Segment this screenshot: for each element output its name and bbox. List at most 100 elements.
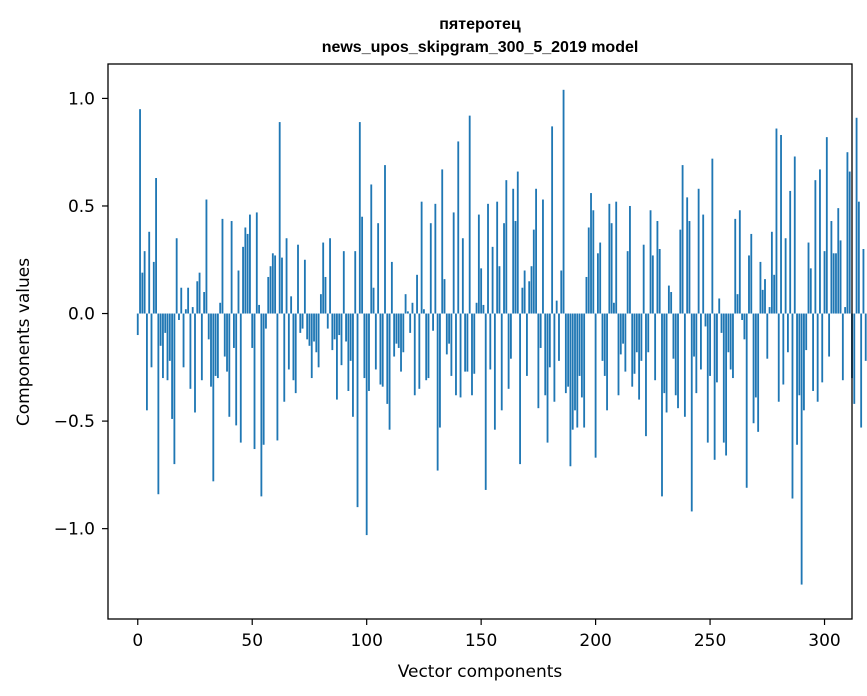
bar-180	[548, 313, 551, 368]
bar-282	[782, 313, 785, 385]
bar-54	[260, 313, 263, 497]
bar-201	[596, 253, 599, 314]
bar-69	[294, 313, 297, 394]
bar-131	[436, 313, 439, 471]
bar-211	[619, 313, 622, 355]
bar-35	[216, 313, 219, 379]
bar-220	[640, 313, 643, 361]
bar-238	[681, 165, 684, 314]
bar-245	[697, 188, 700, 314]
bar-72	[301, 313, 304, 329]
y-axis-label: Components values	[14, 258, 34, 426]
bar-298	[819, 169, 821, 314]
bar-223	[647, 313, 650, 353]
bar-26	[196, 281, 199, 314]
bar-250	[709, 313, 711, 376]
bar-146	[471, 313, 473, 396]
bar-183	[555, 300, 558, 314]
bar-260	[732, 313, 734, 379]
bar-96	[356, 313, 359, 508]
bar-130	[434, 203, 437, 314]
bar-202	[599, 242, 602, 314]
bar-297	[816, 313, 819, 402]
bar-267	[748, 255, 750, 314]
bar-248	[704, 313, 707, 327]
bar-148	[475, 302, 478, 314]
bar-79	[317, 313, 320, 368]
bar-307	[839, 240, 842, 314]
bar-137	[450, 313, 453, 376]
bar-229	[661, 313, 663, 497]
bar-36	[219, 302, 222, 314]
y-tick-label: 1.0	[68, 89, 95, 109]
bar-41	[230, 221, 233, 314]
bar-289	[798, 313, 801, 396]
bar-177	[542, 199, 544, 314]
bar-272	[759, 261, 762, 314]
bar-127	[427, 313, 430, 379]
bar-233	[670, 292, 673, 314]
bar-56	[265, 313, 267, 329]
bar-296	[814, 180, 817, 314]
bar-222	[645, 313, 647, 437]
bar-227	[656, 221, 659, 314]
bar-115	[400, 313, 402, 372]
bar-121	[413, 313, 416, 396]
bar-221	[642, 244, 645, 314]
bar-230	[663, 313, 666, 394]
x-tick-label: 100	[350, 631, 382, 651]
bar-68	[292, 313, 295, 381]
bar-274	[764, 279, 766, 314]
bar-71	[299, 313, 302, 333]
bar-100	[365, 313, 368, 536]
bar-280	[777, 313, 780, 402]
bar-185	[560, 270, 563, 314]
bar-253	[716, 313, 718, 383]
bar-271	[757, 313, 760, 432]
bar-33	[212, 313, 215, 482]
bar-275	[766, 313, 769, 359]
bar-188	[567, 313, 570, 387]
bar-34	[214, 313, 217, 376]
bar-12	[164, 313, 167, 333]
bar-42	[232, 313, 235, 348]
bar-179	[546, 313, 549, 443]
bar-182	[553, 313, 556, 402]
bar-91	[345, 313, 347, 342]
bar-299	[821, 313, 824, 383]
bar-205	[606, 313, 608, 411]
bar-10	[159, 313, 162, 346]
bar-143	[464, 313, 467, 372]
bar-39	[226, 313, 228, 372]
bar-242	[690, 313, 693, 512]
bar-311	[848, 171, 851, 314]
x-tick-label: 200	[579, 631, 611, 651]
bar-264	[741, 313, 744, 320]
bar-138	[452, 212, 455, 314]
bar-63	[281, 257, 283, 314]
bar-305	[835, 253, 837, 314]
plot-frame	[107, 63, 853, 620]
bar-309	[844, 307, 847, 314]
bar-28	[200, 313, 203, 381]
bar-210	[617, 313, 620, 396]
bar-291	[803, 313, 805, 411]
bar-256	[722, 313, 725, 443]
bar-157	[496, 201, 499, 314]
bar-120	[411, 302, 414, 314]
bar-83	[326, 313, 329, 329]
bar-124	[420, 201, 423, 314]
bar-207	[610, 223, 613, 314]
x-tick-label: 300	[808, 631, 840, 651]
bar-98	[361, 216, 364, 314]
bar-216	[631, 313, 634, 387]
bar-287	[793, 156, 796, 314]
bar-17	[175, 238, 178, 314]
bar-123	[418, 313, 421, 389]
bar-219	[638, 313, 641, 400]
bar-74	[306, 313, 309, 340]
bar-140	[457, 141, 460, 314]
bar-88	[338, 313, 341, 336]
bar-31	[207, 313, 210, 340]
bar-51	[253, 313, 256, 450]
